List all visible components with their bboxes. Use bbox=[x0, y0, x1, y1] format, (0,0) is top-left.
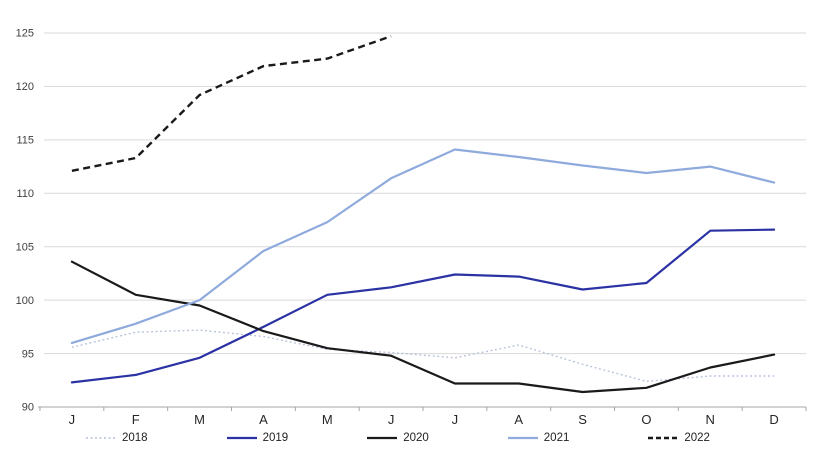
y-tick-label-105: 105 bbox=[16, 241, 34, 253]
series-line-2018 bbox=[71, 329, 775, 383]
x-tick-label-10: N bbox=[706, 412, 715, 427]
legend-swatch-2018 bbox=[86, 437, 116, 439]
series-line-2019 bbox=[70, 228, 776, 384]
x-tick-label-5: J bbox=[388, 412, 395, 427]
legend-label-2020: 2020 bbox=[403, 432, 429, 444]
legend-swatch-2022 bbox=[648, 436, 679, 440]
x-tick-label-9: O bbox=[641, 412, 651, 427]
series-line-2021 bbox=[70, 148, 776, 344]
x-tick-label-6: J bbox=[452, 412, 459, 427]
y-tick-label-100: 100 bbox=[16, 295, 34, 307]
legend-swatch-2021 bbox=[507, 436, 538, 440]
x-tick-label-7: A bbox=[514, 412, 523, 427]
y-tick-label-115: 115 bbox=[16, 135, 34, 147]
x-tick-label-11: D bbox=[769, 412, 778, 427]
x-tick-label-3: A bbox=[259, 412, 268, 427]
y-tick-label-120: 120 bbox=[16, 81, 34, 93]
legend-label-2018: 2018 bbox=[122, 432, 148, 444]
legend-item-2020: 2020 bbox=[367, 431, 429, 445]
legend-swatch-2020 bbox=[367, 436, 398, 440]
y-tick-label-95: 95 bbox=[22, 348, 34, 360]
x-tick-label-4: M bbox=[322, 412, 333, 427]
y-tick-label-90: 90 bbox=[22, 402, 34, 414]
legend-item-2021: 2021 bbox=[507, 431, 570, 445]
chart-legend: 2018 2019 2020 2021 2022 bbox=[86, 431, 710, 445]
legend-swatch-2019 bbox=[226, 436, 257, 440]
legend-item-2018: 2018 bbox=[86, 431, 148, 445]
x-tick-label-8: S bbox=[578, 412, 587, 427]
x-tick-label-2: M bbox=[194, 412, 205, 427]
x-tick-label-1: F bbox=[132, 412, 140, 427]
x-tick-label-0: J bbox=[69, 412, 76, 427]
legend-item-2022: 2022 bbox=[648, 431, 710, 445]
legend-label-2022: 2022 bbox=[684, 432, 710, 444]
y-tick-label-125: 125 bbox=[16, 28, 34, 40]
legend-label-2021: 2021 bbox=[543, 432, 570, 444]
y-tick-label-110: 110 bbox=[16, 188, 34, 200]
legend-label-2019: 2019 bbox=[262, 432, 289, 444]
series-line-2022 bbox=[71, 35, 392, 172]
legend-item-2019: 2019 bbox=[226, 431, 289, 445]
